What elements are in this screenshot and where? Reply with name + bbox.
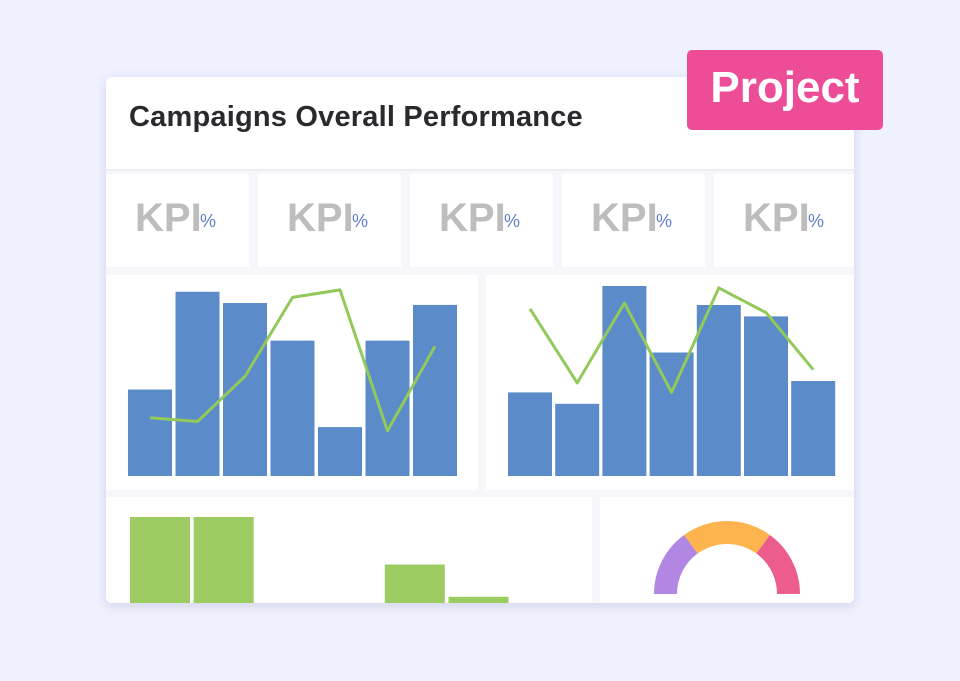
bar-chart-panel [106,497,592,603]
donut-slice [756,534,800,594]
bar [602,286,647,476]
bar [130,517,190,603]
kpi-unit: % [656,211,673,231]
bar [555,403,600,476]
donut-chart-panel [600,497,854,603]
kpi-tile[interactable]: KPI % [714,174,854,267]
kpi-label: KPI [287,196,354,240]
bar [696,305,741,476]
kpi-unit: % [352,211,369,231]
kpi-label: KPI [743,196,810,240]
combo-chart-panel-right [486,275,854,490]
kpi-unit: % [808,211,825,231]
bar [318,427,362,476]
kpi-unit: % [504,211,521,231]
donut-chart [654,521,800,594]
trend-line [528,286,815,394]
bar [649,352,694,476]
green-bar-chart [130,517,509,603]
kpi-label: KPI [135,196,202,240]
card-title: Campaigns Overall Performance [129,101,583,133]
dashboard-card: Campaigns Overall Performance KPI % KPI … [106,77,854,603]
bar [175,291,220,476]
kpi-unit: % [200,211,217,231]
bar [384,564,445,603]
bar [508,392,552,476]
kpi-label: KPI [591,196,658,240]
project-badge-label: Project [710,63,860,112]
project-badge[interactable]: Project [687,50,883,130]
combo-chart-right [508,286,836,476]
bar [744,316,788,476]
bar [365,340,410,476]
combo-chart-panel-left [106,275,478,490]
bar [448,596,509,603]
bar [791,381,836,476]
combo-chart-left [128,288,457,476]
bar [193,517,254,603]
kpi-tile[interactable]: KPI % [106,174,249,267]
kpi-tile[interactable]: KPI % [562,174,705,267]
donut-slice [684,521,770,554]
bar [270,340,315,476]
kpi-tile[interactable]: KPI % [410,174,553,267]
trend-line [149,288,437,433]
donut-slice [654,534,698,594]
kpi-tile[interactable]: KPI % [258,174,401,267]
bar [128,389,172,476]
kpi-label: KPI [439,196,506,240]
bar [413,304,457,476]
